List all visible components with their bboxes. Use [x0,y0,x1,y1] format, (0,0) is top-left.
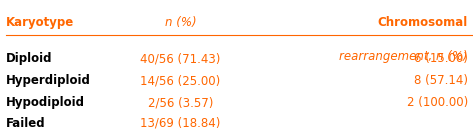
Text: Hyperdiploid: Hyperdiploid [6,74,91,87]
Text: 6 (15.00): 6 (15.00) [414,52,468,65]
Text: n (%): n (%) [164,16,196,29]
Text: Hypodiploid: Hypodiploid [6,96,85,109]
Text: Diploid: Diploid [6,52,53,65]
Text: 8 (57.14): 8 (57.14) [414,74,468,87]
Text: Karyotype: Karyotype [6,16,74,29]
Text: 13/69 (18.84): 13/69 (18.84) [140,117,220,130]
Text: 2 (100.00): 2 (100.00) [407,96,468,109]
Text: 2/56 (3.57): 2/56 (3.57) [148,96,213,109]
Text: Chromosomal: Chromosomal [378,16,468,29]
Text: rearrangement, n (%): rearrangement, n (%) [339,50,468,63]
Text: 40/56 (71.43): 40/56 (71.43) [140,52,220,65]
Text: 14/56 (25.00): 14/56 (25.00) [140,74,220,87]
Text: Failed: Failed [6,117,46,130]
